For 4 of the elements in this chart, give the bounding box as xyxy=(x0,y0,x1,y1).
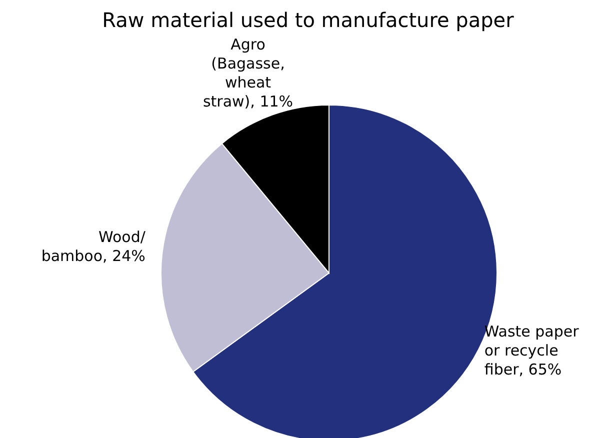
slice-label: Agro (Bagasse, wheat straw), 11% xyxy=(202,36,294,111)
slice-label: Waste paper or recycle fiber, 65% xyxy=(484,322,580,379)
chart-title: Raw material used to manufacture paper xyxy=(101,8,515,32)
slice-label: Wood/bamboo, 24% xyxy=(41,228,146,265)
